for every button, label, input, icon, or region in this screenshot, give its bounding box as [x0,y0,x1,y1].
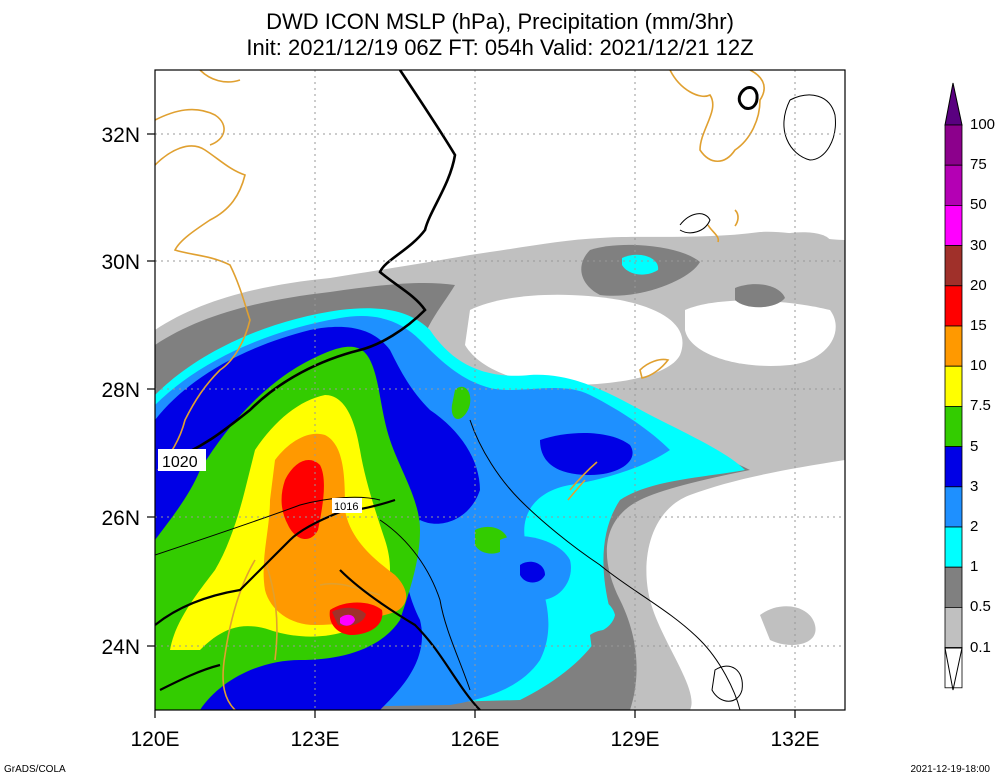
colorbar-label: 0.1 [970,638,991,656]
colorbar-label: 7.5 [970,397,991,415]
isobar-se-small [711,665,743,702]
colorbar-label: 3 [970,477,979,495]
lon-tick-label: 126E [450,728,499,751]
footer-timestamp: 2021-12-19-18:00 [910,764,990,775]
isobars [155,70,836,710]
isobar-1008-sw [159,663,221,691]
precip-15 [281,460,324,540]
graticule [155,70,845,710]
lat-tick-label: 28N [101,379,140,402]
precipitation-field [155,231,845,710]
isobar-label-1020: 1020 [162,454,198,471]
precip-0.5-c [735,284,785,308]
precip-3-b [540,433,633,475]
tick-marks [147,133,796,718]
isobar-small [679,213,711,234]
precip-1-e2 [560,595,615,635]
colorbar-label: 50 [970,196,987,214]
lon-tick-label: 132E [770,728,819,751]
precip-gap-2 [685,300,836,366]
lon-tick-label: 123E [290,728,339,751]
coastline-amami [639,358,670,379]
colorbar-label: 0.5 [970,598,991,616]
coastline-ryukyu [567,461,598,501]
lat-tick-label: 32N [101,124,140,147]
colorbar-top-arrow [944,82,963,126]
coastline-tanegashima [707,209,739,243]
map-subtitle: Init: 2021/12/19 06Z FT: 054h Valid: 202… [246,35,754,60]
colorbar-label: 2 [970,518,979,535]
lat-tick-label: 30N [101,251,140,274]
colorbar-swatch [944,164,963,206]
colorbar-label: 5 [970,437,979,455]
coastlines [155,70,765,710]
colorbar-swatch [944,325,963,367]
coastline-east-china [319,582,381,596]
isobar-label-1020-bg [158,449,206,471]
coastline-china-north [155,70,241,146]
colorbar-swatch [944,405,963,447]
colorbar [944,82,963,691]
precip-gap [465,294,683,385]
lon-tick-label: 120E [130,728,179,751]
precip-50 [340,614,355,626]
colorbar-swatch [944,486,963,528]
colorbar-swatch [944,566,963,608]
colorbar-swatch [944,607,963,649]
coastline-kyushu [669,70,765,163]
colorbar-label: 30 [970,236,987,254]
isobar-inner-se [469,419,741,710]
plot-frame [154,69,846,711]
colorbar-swatch [944,365,963,407]
isobar-1020 [164,70,457,464]
lat-tick-label: 26N [101,507,140,530]
colorbar-swatch [944,204,963,246]
lat-tick-label: 24N [101,636,140,659]
precip-5-c [475,526,509,554]
map-title: DWD ICON MSLP (hPa), Precipitation (mm/3… [266,9,734,34]
precip-0.1-ne [780,232,830,245]
colorbar-label: 75 [970,156,987,174]
colorbar-swatch [944,526,963,568]
isobar-label-1016: 1016 [334,501,358,513]
colorbar-label: 15 [970,317,987,334]
isobar-1016-east [339,569,481,710]
colorbar-label: 20 [970,276,987,294]
colorbar-swatch [944,124,963,166]
precip-0.1-sw [760,606,816,645]
isobar-inner-s [379,519,471,691]
precip-1-b [622,254,659,275]
precip-0.5-e [590,629,628,657]
coastline-china [155,145,251,471]
colorbar-label: 100 [970,116,996,133]
colorbar-swatch [944,446,963,488]
colorbar-swatch [944,245,963,287]
precip-5-b [451,386,471,420]
precip-3-e [520,561,545,583]
isobar-bold-small [737,86,759,110]
isobar-high [783,94,836,161]
isobar-label-1016-bg [332,498,362,513]
isobar-inner-w [155,496,381,556]
colorbar-label: 10 [970,357,987,375]
lon-tick-label: 129E [610,728,659,751]
colorbar-label: 1 [970,558,979,576]
footer-credit: GrADS/COLA [4,764,66,775]
colorbar-bottom-arrow [944,647,963,691]
coastline-taiwan [222,559,278,710]
colorbar-swatch [944,285,963,327]
